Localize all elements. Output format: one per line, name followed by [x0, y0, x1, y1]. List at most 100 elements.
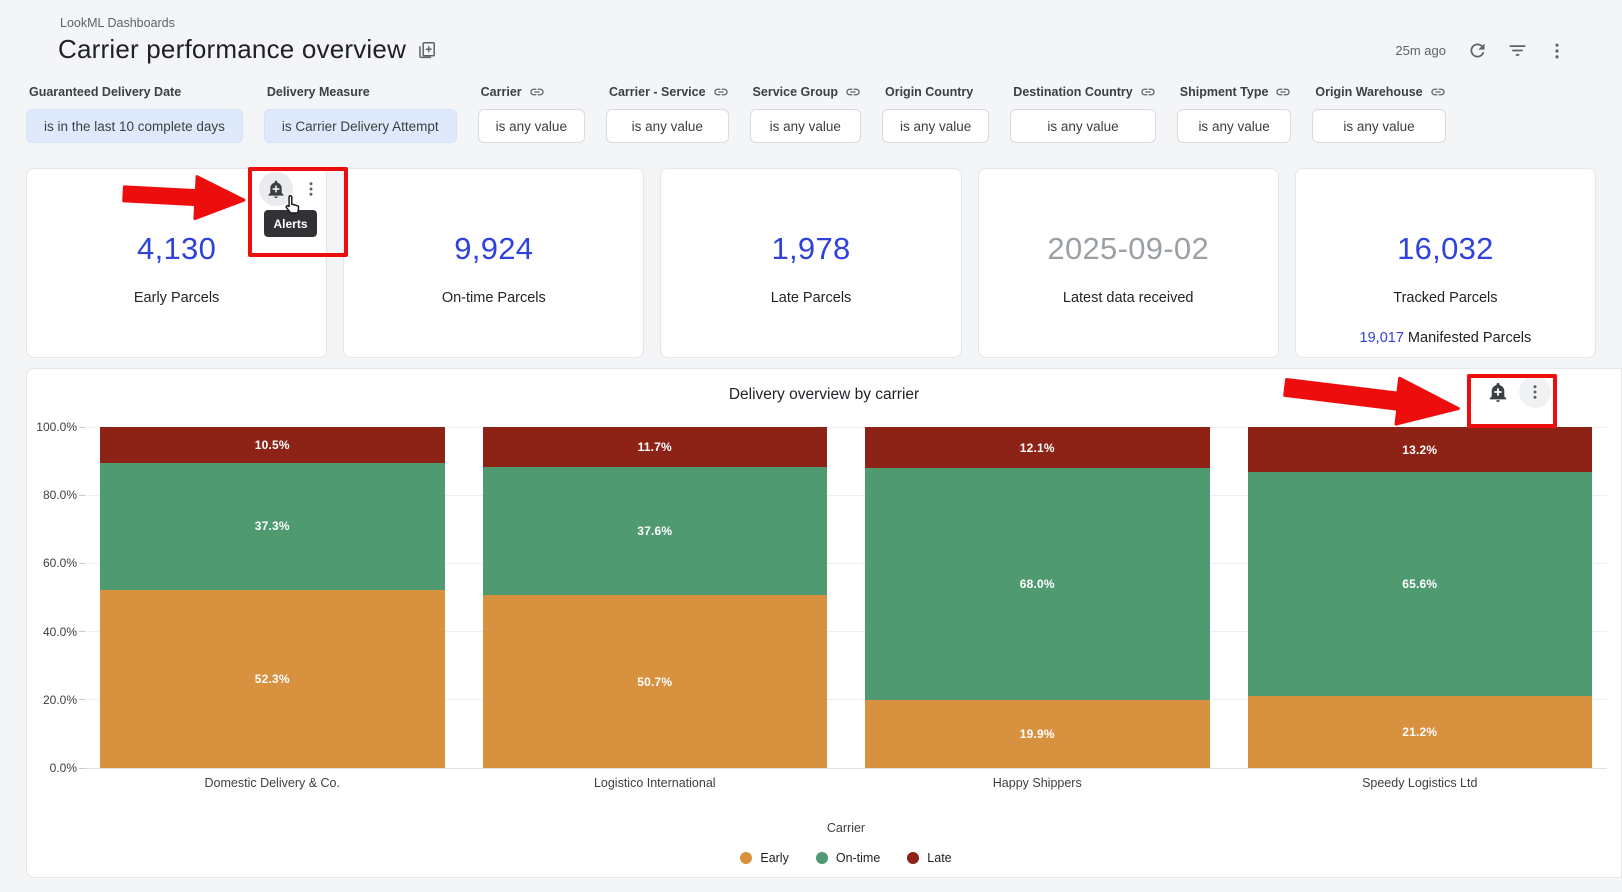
kebab-menu-icon[interactable] [300, 172, 322, 206]
bar-value-label: 21.2% [1402, 724, 1438, 739]
kpi-label-on-time-parcels: On-time Parcels [441, 290, 546, 306]
kpi-sub-label: Manifested Parcels [1403, 330, 1532, 346]
bar-value-label: 13.2% [1402, 442, 1438, 457]
y-tick-0.0: 0.0% [49, 761, 77, 775]
link-icon [713, 84, 729, 100]
kpi-card-on-time-parcels: 9,924 On-time Parcels [343, 168, 645, 358]
bar-logistico-international: 11.7% 37.6% 50.7% [482, 427, 827, 768]
filter-label-delivery-measure: Delivery Measure [266, 85, 370, 99]
legend-item-late[interactable]: Late [907, 851, 952, 865]
breadcrumb[interactable]: LookML Dashboards [60, 16, 175, 30]
alerts-tooltip: Alerts [264, 210, 317, 237]
filter-destination-country: Destination Country is any value [1010, 84, 1156, 143]
filter-label-origin-warehouse: Origin Warehouse [1315, 85, 1423, 99]
x-axis-title: Carrier [826, 821, 866, 835]
filter-label-origin-country: Origin Country [885, 85, 974, 99]
bar-value-label: 50.7% [637, 674, 673, 689]
bar-domestic-delivery-co: 10.5% 37.3% 52.3% [100, 427, 445, 768]
kpi-value-tracked-parcels: 16,032 [1397, 231, 1494, 266]
filter-chip-carrier-service[interactable]: is any value [605, 109, 729, 143]
kebab-menu-icon[interactable] [1519, 376, 1551, 408]
x-label-happy-shippers: Happy Shippers [992, 776, 1082, 790]
filter-label-shipment-type: Shipment Type [1179, 85, 1269, 99]
filter-list-icon[interactable] [1507, 40, 1528, 61]
kpi-value-latest-data-received: 2025-09-02 [1047, 231, 1209, 266]
kpi-value-late-parcels: 1,978 [771, 231, 851, 266]
filter-chip-shipment-type[interactable]: is any value [1176, 109, 1292, 143]
bar-happy-shippers: 12.1% 68.0% 19.9% [865, 427, 1210, 768]
legend-label-on-time: On-time [835, 851, 881, 865]
y-tick-80.0: 80.0% [42, 488, 77, 503]
kpi-card-late-parcels: 1,978 Late Parcels [660, 168, 962, 358]
legend-dot-early [740, 852, 753, 864]
bar-segment-speedy-logistics-ltd-late[interactable]: 13.2% [1247, 427, 1592, 472]
bar-segment-speedy-logistics-ltd-early[interactable]: 21.2% [1247, 695, 1592, 768]
filter-chip-service-group[interactable]: is any value [749, 109, 861, 143]
link-icon [1430, 84, 1446, 100]
legend: Early On-time Late [85, 851, 1607, 865]
kpi-value-on-time-parcels: 9,924 [454, 231, 534, 266]
bar-value-label: 19.9% [1019, 727, 1055, 742]
filter-label-carrier-service: Carrier - Service [608, 85, 706, 99]
bar-segment-speedy-logistics-ltd-on-time[interactable]: 65.6% [1247, 472, 1592, 696]
kebab-menu-icon[interactable] [1547, 41, 1567, 61]
y-tick-100.0: 100.0% [36, 420, 77, 434]
filter-chip-delivery-measure[interactable]: is Carrier Delivery Attempt [263, 109, 457, 143]
manifested-parcels-link[interactable]: 19,017 [1359, 330, 1404, 346]
link-icon [529, 84, 545, 100]
filter-label-carrier: Carrier [480, 85, 522, 99]
chart-tile: Delivery overview by carrier 100.0% 80.0%… [26, 368, 1622, 878]
filter-chip-destination-country[interactable]: is any value [1010, 109, 1156, 143]
filter-carrier-service: Carrier - Service is any value [605, 84, 729, 143]
kpi-subline: 19,017 Manifested Parcels [1360, 330, 1532, 346]
kpi-label-latest-data-received: Latest data received [1062, 290, 1194, 306]
bar-segment-domestic-delivery-co-on-time[interactable]: 37.3% [100, 462, 445, 590]
legend-item-on-time[interactable]: On-time [815, 851, 881, 865]
library-add-icon[interactable] [417, 40, 437, 60]
filter-origin-warehouse: Origin Warehouse is any value [1312, 84, 1446, 143]
x-label-speedy-logistics-ltd: Speedy Logistics Ltd [1362, 776, 1478, 790]
filter-chip-guaranteed-delivery-date[interactable]: is in the last 10 complete days [26, 109, 243, 143]
bar-segment-logistico-international-late[interactable]: 11.7% [482, 427, 827, 467]
filter-label-guaranteed-delivery-date: Guaranteed Delivery Date [29, 85, 182, 99]
bar-segment-domestic-delivery-co-early[interactable]: 52.3% [100, 589, 445, 768]
last-updated: 25m ago [1395, 43, 1446, 58]
kpi-label-tracked-parcels: Tracked Parcels [1393, 290, 1498, 306]
filter-delivery-measure: Delivery Measure is Carrier Delivery Atte… [263, 84, 457, 143]
filter-chip-origin-country[interactable]: is any value [882, 109, 990, 143]
bar-segment-logistico-international-on-time[interactable]: 37.6% [482, 466, 827, 596]
filter-label-service-group: Service Group [752, 85, 838, 99]
y-tick-20.0: 20.0% [42, 692, 77, 707]
filter-label-destination-country: Destination Country [1013, 85, 1133, 99]
kpi-label-early-parcels: Early Parcels [133, 290, 220, 306]
x-axis-labels: Domestic Delivery & Co. Logistico Interna… [85, 776, 1607, 790]
legend-dot-on-time [815, 852, 828, 864]
alert-bell-plus-icon[interactable] [259, 172, 294, 206]
bar-segment-domestic-delivery-co-late[interactable]: 10.5% [100, 427, 445, 463]
refresh-icon[interactable] [1467, 40, 1488, 61]
link-icon [845, 84, 861, 100]
bar-value-label: 11.7% [637, 439, 672, 454]
bar-segment-happy-shippers-early[interactable]: 19.9% [865, 700, 1210, 768]
legend-dot-late [907, 852, 920, 864]
bar-value-label: 37.3% [254, 519, 290, 534]
bar-value-label: 52.3% [254, 671, 290, 686]
link-icon [1140, 84, 1156, 100]
kpi-card-latest-data-received: 2025-09-02 Latest data received [977, 168, 1279, 358]
filter-chip-origin-warehouse[interactable]: is any value [1312, 109, 1446, 143]
alert-bell-plus-icon[interactable] [1487, 381, 1509, 403]
bar-segment-happy-shippers-late[interactable]: 12.1% [865, 427, 1210, 469]
filter-guaranteed-delivery-date: Guaranteed Delivery Date is in the last 1… [26, 84, 243, 143]
legend-label-late: Late [927, 851, 952, 865]
filter-carrier: Carrier is any value [477, 84, 585, 143]
y-tick-40.0: 40.0% [42, 624, 77, 639]
filter-chip-carrier[interactable]: is any value [477, 109, 585, 143]
legend-item-early[interactable]: Early [740, 851, 789, 865]
legend-label-early: Early [760, 851, 789, 865]
filter-service-group: Service Group is any value [749, 84, 861, 143]
bar-segment-logistico-international-early[interactable]: 50.7% [482, 595, 827, 768]
bar-value-label: 10.5% [254, 437, 290, 452]
y-tick-60.0: 60.0% [42, 556, 77, 571]
bar-segment-happy-shippers-on-time[interactable]: 68.0% [865, 468, 1210, 701]
link-icon [1275, 84, 1291, 100]
